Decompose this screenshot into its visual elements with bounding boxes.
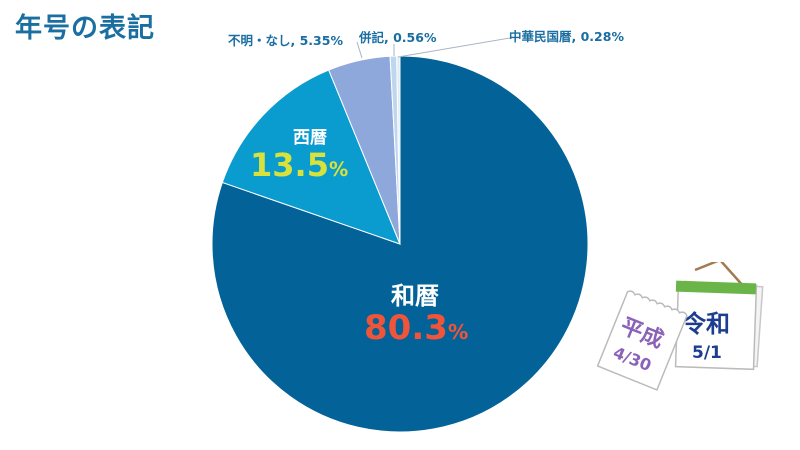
label-wareki-value: 80.3% bbox=[364, 308, 469, 348]
label-heiki: 併記, 0.56% bbox=[359, 30, 437, 45]
label-fumei: 不明・なし, 5.35% bbox=[228, 33, 343, 48]
heisei-calendar: 平成 4/30 bbox=[596, 290, 688, 391]
label-seireki-name: 西暦 bbox=[293, 128, 327, 148]
svg-text:令和: 令和 bbox=[682, 310, 730, 338]
pie-slice-4 bbox=[396, 55, 401, 245]
reiwa-calendar: 令和 5/1 bbox=[674, 262, 764, 371]
label-wareki-name: 和暦 bbox=[391, 282, 439, 310]
svg-text:5/1: 5/1 bbox=[692, 343, 722, 363]
label-seireki-value: 13.5% bbox=[250, 146, 349, 184]
leader-line-fumei bbox=[356, 41, 363, 59]
pie-slice-1 bbox=[221, 69, 401, 245]
leader-line-chuka bbox=[397, 37, 511, 58]
chart-title: 年号の表記 bbox=[15, 13, 155, 44]
calendar-illustration: 令和 5/1 平成 4/30 bbox=[596, 262, 764, 391]
label-chuka: 中華民国暦, 0.28% bbox=[509, 29, 624, 44]
